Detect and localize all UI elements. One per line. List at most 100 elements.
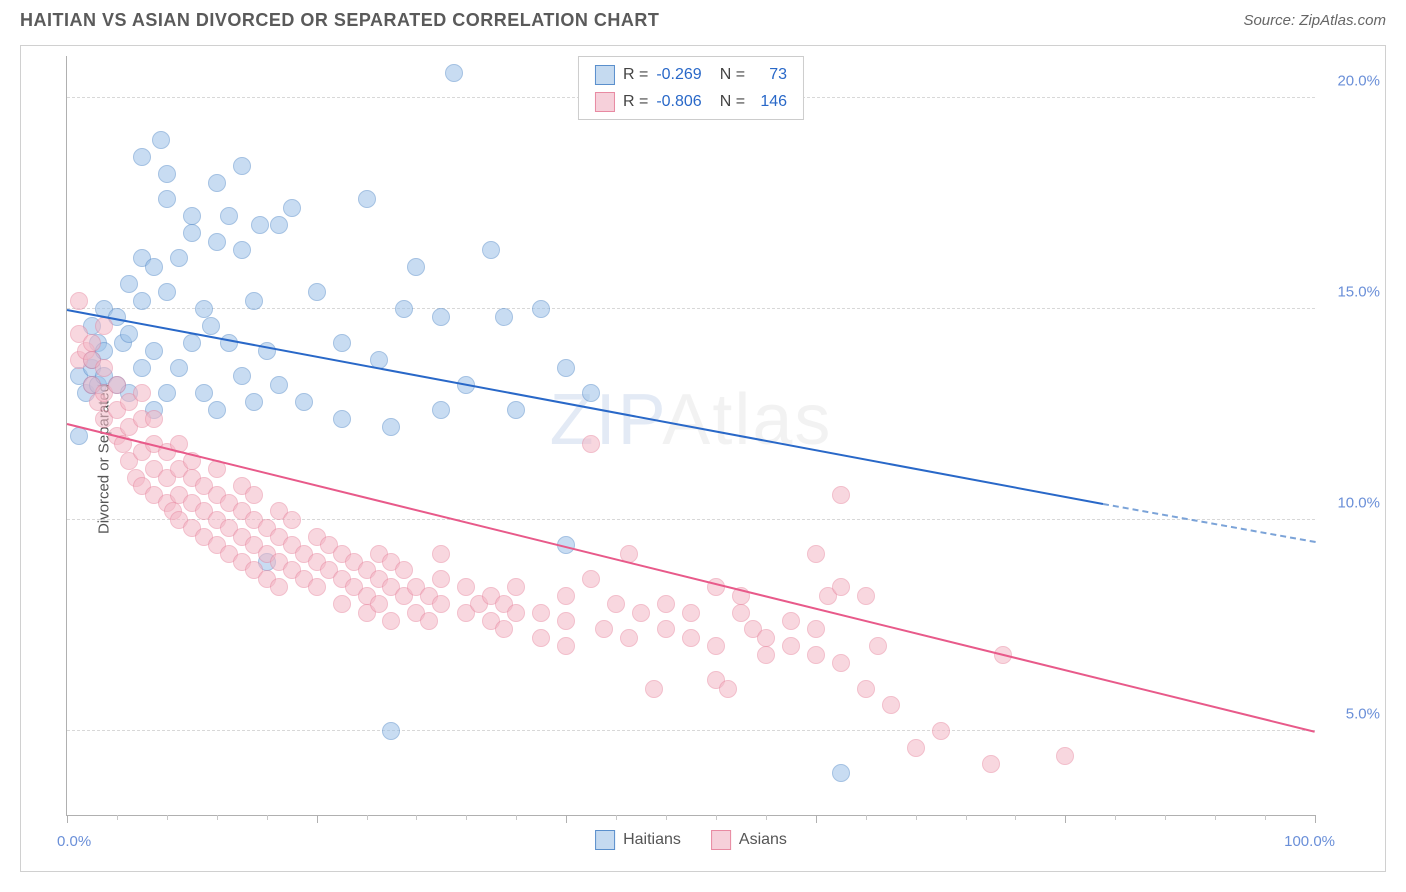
data-point <box>245 292 263 310</box>
data-point <box>420 612 438 630</box>
x-tick-minor <box>666 815 667 820</box>
data-point <box>507 604 525 622</box>
x-tick-major <box>67 815 68 823</box>
data-point <box>532 629 550 647</box>
data-point <box>557 612 575 630</box>
data-point <box>445 64 463 82</box>
x-tick-minor <box>916 815 917 820</box>
x-tick-major <box>816 815 817 823</box>
gridline <box>67 730 1315 731</box>
data-point <box>133 292 151 310</box>
data-point <box>202 317 220 335</box>
data-point <box>807 545 825 563</box>
x-tick-minor <box>217 815 218 820</box>
x-tick-minor <box>267 815 268 820</box>
legend-n-label: N = <box>720 61 745 88</box>
x-tick-minor <box>516 815 517 820</box>
data-point <box>432 401 450 419</box>
data-point <box>395 300 413 318</box>
x-axis-max: 100.0% <box>1284 833 1335 850</box>
x-tick-minor <box>1115 815 1116 820</box>
data-point <box>857 587 875 605</box>
data-point <box>83 334 101 352</box>
legend-swatch <box>595 830 615 850</box>
x-tick-minor <box>866 815 867 820</box>
data-point <box>757 646 775 664</box>
x-tick-minor <box>716 815 717 820</box>
x-tick-minor <box>117 815 118 820</box>
data-point <box>782 637 800 655</box>
legend-r-value: -0.806 <box>656 88 701 115</box>
data-point <box>120 325 138 343</box>
data-point <box>158 165 176 183</box>
data-point <box>557 359 575 377</box>
source-text: Source: ZipAtlas.com <box>1243 12 1386 29</box>
data-point <box>358 190 376 208</box>
data-point <box>857 680 875 698</box>
legend-series-item: Asians <box>711 830 787 850</box>
x-tick-major <box>1315 815 1316 823</box>
data-point <box>270 216 288 234</box>
data-point <box>333 410 351 428</box>
legend-series-label: Asians <box>739 831 787 849</box>
legend-n-label: N = <box>720 88 745 115</box>
data-point <box>632 604 650 622</box>
legend-r-label: R = <box>623 88 648 115</box>
legend-r-label: R = <box>623 61 648 88</box>
data-point <box>170 249 188 267</box>
x-tick-minor <box>1265 815 1266 820</box>
data-point <box>270 578 288 596</box>
x-tick-major <box>1065 815 1066 823</box>
data-point <box>482 241 500 259</box>
data-point <box>620 629 638 647</box>
data-point <box>283 511 301 529</box>
data-point <box>370 595 388 613</box>
x-tick-minor <box>167 815 168 820</box>
data-point <box>882 696 900 714</box>
data-point <box>657 620 675 638</box>
data-point <box>732 604 750 622</box>
data-point <box>907 739 925 757</box>
legend-swatch <box>711 830 731 850</box>
data-point <box>183 224 201 242</box>
data-point <box>208 401 226 419</box>
y-tick-label: 20.0% <box>1337 73 1380 90</box>
data-point <box>158 384 176 402</box>
data-point <box>245 393 263 411</box>
chart-container: Divorced or Separated ZIPAtlas R =-0.269… <box>20 45 1386 872</box>
data-point <box>432 570 450 588</box>
data-point <box>152 131 170 149</box>
data-point <box>95 359 113 377</box>
data-point <box>407 258 425 276</box>
header: HAITIAN VS ASIAN DIVORCED OR SEPARATED C… <box>0 0 1406 37</box>
legend-series-item: Haitians <box>595 830 681 850</box>
data-point <box>832 764 850 782</box>
data-point <box>1056 747 1074 765</box>
legend-swatch <box>595 92 615 112</box>
x-tick-minor <box>1215 815 1216 820</box>
data-point <box>982 755 1000 773</box>
data-point <box>382 722 400 740</box>
data-point <box>245 486 263 504</box>
data-point <box>183 334 201 352</box>
data-point <box>582 435 600 453</box>
data-point <box>682 604 700 622</box>
data-point <box>108 376 126 394</box>
data-point <box>120 275 138 293</box>
data-point <box>233 241 251 259</box>
legend-swatch <box>595 65 615 85</box>
data-point <box>195 300 213 318</box>
data-point <box>145 342 163 360</box>
data-point <box>295 393 313 411</box>
data-point <box>158 190 176 208</box>
data-point <box>183 207 201 225</box>
data-point <box>133 384 151 402</box>
data-point <box>532 300 550 318</box>
data-point <box>507 578 525 596</box>
data-point <box>170 359 188 377</box>
data-point <box>807 646 825 664</box>
legend-series-label: Haitians <box>623 831 681 849</box>
data-point <box>719 680 737 698</box>
data-point <box>457 578 475 596</box>
legend-row: R =-0.806N =146 <box>595 88 787 115</box>
